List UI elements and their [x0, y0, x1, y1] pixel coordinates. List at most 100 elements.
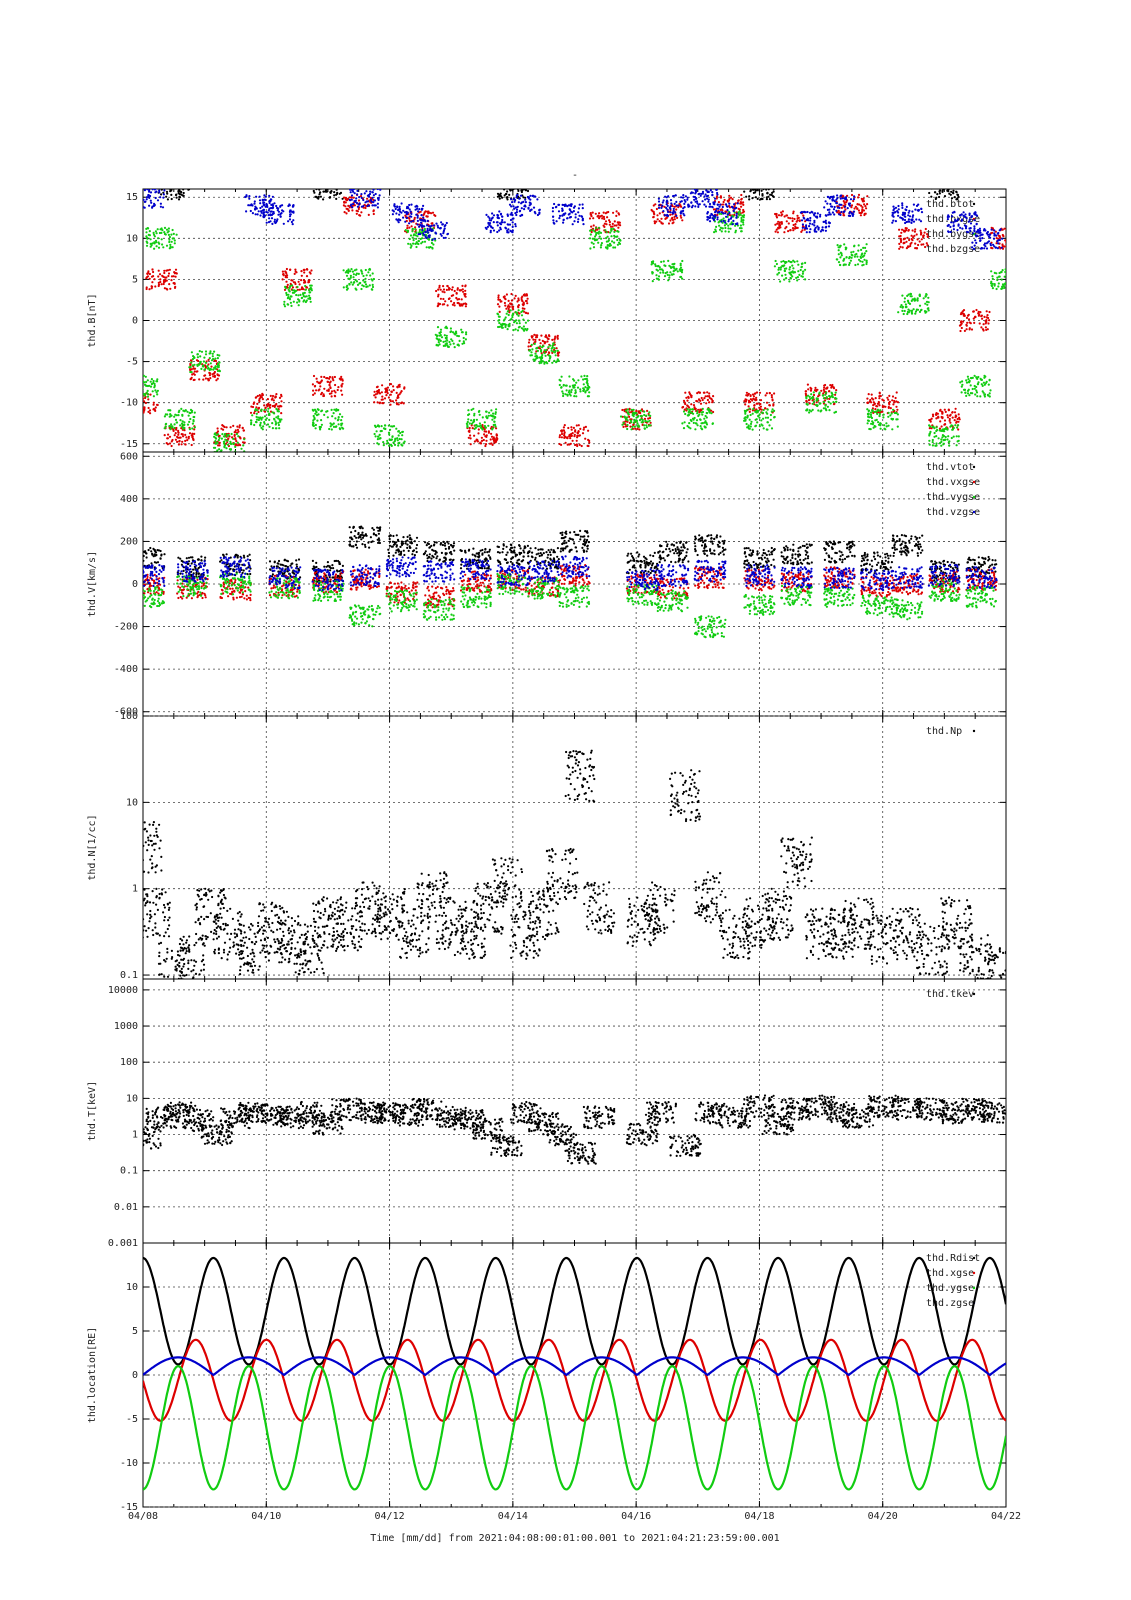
data-point-thd.bygse	[746, 414, 749, 417]
data-point-thd.bxgse	[532, 338, 535, 341]
data-point-thd.bzgse	[351, 206, 354, 209]
data-point-thd.btot	[338, 192, 341, 195]
data-point-thd.bxgse	[650, 208, 653, 212]
data-point-thd.bxgse	[385, 390, 388, 393]
data-point-thd.bxgse	[760, 408, 763, 411]
data-point-thd.bxgse	[603, 225, 606, 228]
data-point-thd.bygse	[378, 425, 381, 428]
data-point-thd.bxgse	[954, 407, 957, 410]
data-point-thd.bzgse	[154, 196, 157, 200]
data-point-thd.bygse	[442, 340, 445, 343]
data-point-thd.bygse	[599, 246, 603, 249]
data-point-thd.bygse	[965, 394, 968, 397]
data-point-thd.bxgse	[611, 225, 614, 228]
data-point-thd.bygse	[668, 276, 671, 279]
data-point-thd.bxgse	[340, 389, 343, 392]
data-point-thd.bxgse	[343, 200, 346, 203]
data-point-thd.bygse	[468, 422, 471, 425]
data-point-thd.bxgse	[339, 378, 342, 381]
data-point-thd.bxgse	[181, 440, 184, 443]
data-point-thd.bxgse	[772, 404, 775, 407]
data-point-thd.bygse	[773, 409, 776, 412]
data-point-thd.bxgse	[271, 397, 274, 400]
data-point-thd.bygse	[844, 263, 847, 266]
data-point-thd.bygse	[683, 421, 686, 424]
data-point-thd.bygse	[933, 435, 936, 438]
data-point-thd.bxgse	[558, 442, 561, 446]
data-point-thd.btot	[174, 181, 176, 183]
data-point-thd.bygse	[836, 258, 839, 261]
data-point-thd.bxgse	[355, 212, 358, 215]
data-point-thd.bxgse	[479, 441, 482, 444]
data-point-thd.bzgse	[410, 203, 413, 206]
data-point-thd.bxgse	[154, 409, 157, 412]
data-point-thd.bxgse	[728, 194, 731, 197]
data-point-thd.bygse	[885, 425, 888, 428]
data-point-thd.bxgse	[173, 286, 177, 289]
data-point-thd.bygse	[668, 264, 671, 267]
data-point-thd.bxgse	[665, 217, 668, 220]
data-point-thd.bygse	[232, 437, 235, 440]
data-point-thd.bygse	[698, 413, 701, 416]
data-point-thd.bygse	[552, 342, 555, 345]
data-point-thd.bygse	[152, 395, 155, 398]
data-point-thd.bygse	[1004, 270, 1006, 274]
data-point-thd.btot	[525, 182, 527, 184]
data-point-thd.btot	[315, 189, 318, 191]
data-point-thd.bygse	[813, 400, 816, 403]
data-point-thd.bygse	[874, 425, 877, 428]
data-point-thd.bygse	[156, 380, 159, 383]
data-point-thd.bygse	[785, 277, 788, 280]
data-point-thd.bygse	[804, 278, 807, 281]
data-point-thd.bxgse	[307, 281, 310, 284]
data-point-thd.bygse	[414, 242, 417, 245]
data-point-thd.bygse	[594, 235, 597, 238]
data-point-thd.bygse	[568, 393, 571, 396]
data-point-thd.bygse	[362, 279, 365, 282]
data-point-thd.bxgse	[337, 386, 340, 389]
data-point-thd.bygse	[545, 361, 548, 364]
data-point-thd.bzgse	[275, 204, 278, 208]
data-point-thd.bxgse	[208, 374, 211, 377]
data-point-thd.bygse	[732, 215, 735, 218]
data-point-thd.bygse	[494, 416, 497, 419]
data-point-thd.bxgse	[293, 272, 296, 275]
data-point-thd.bygse	[436, 326, 440, 329]
data-point-thd.bygse	[844, 246, 847, 249]
data-point-thd.bygse	[931, 444, 935, 447]
data-point-thd.bxgse	[202, 378, 205, 381]
data-point-thd.bxgse	[605, 223, 608, 226]
data-point-thd.bxgse	[915, 233, 918, 236]
data-point-thd.bxgse	[946, 414, 949, 417]
data-point-thd.bygse	[828, 394, 831, 398]
data-point-thd.bygse	[866, 422, 869, 425]
data-point-thd.bygse	[156, 389, 159, 392]
data-point-thd.bygse	[633, 425, 636, 428]
data-point-thd.bxgse	[608, 223, 611, 226]
data-point-thd.bxgse	[995, 242, 998, 245]
data-point-thd.bzgse	[414, 205, 417, 208]
data-point-thd.bzgse	[362, 198, 365, 202]
data-point-thd.bxgse	[899, 234, 902, 238]
data-point-thd.btot	[928, 191, 931, 195]
data-point-thd.bygse	[625, 409, 628, 412]
data-point-thd.bygse	[540, 357, 544, 360]
data-point-thd.bxgse	[778, 224, 781, 227]
data-point-thd.btot	[322, 190, 325, 193]
data-point-thd.bxgse	[745, 391, 749, 394]
data-point-thd.btot	[761, 182, 763, 184]
data-point-thd.bxgse	[560, 430, 564, 433]
data-point-thd.bygse	[944, 435, 947, 439]
data-point-thd.bygse	[380, 425, 383, 428]
data-point-thd.bygse	[168, 235, 171, 239]
data-point-thd.bygse	[556, 360, 559, 363]
data-point-thd.bygse	[158, 242, 161, 245]
data-point-thd.bxgse	[862, 197, 865, 200]
data-point-thd.bxgse	[843, 201, 846, 204]
data-point-thd.bygse	[805, 409, 808, 412]
data-point-thd.bxgse	[312, 389, 315, 392]
data-point-thd.bygse	[976, 382, 980, 386]
data-point-thd.bxgse	[526, 297, 529, 300]
data-point-thd.bxgse	[500, 300, 503, 303]
data-point-thd.bxgse	[216, 377, 219, 380]
